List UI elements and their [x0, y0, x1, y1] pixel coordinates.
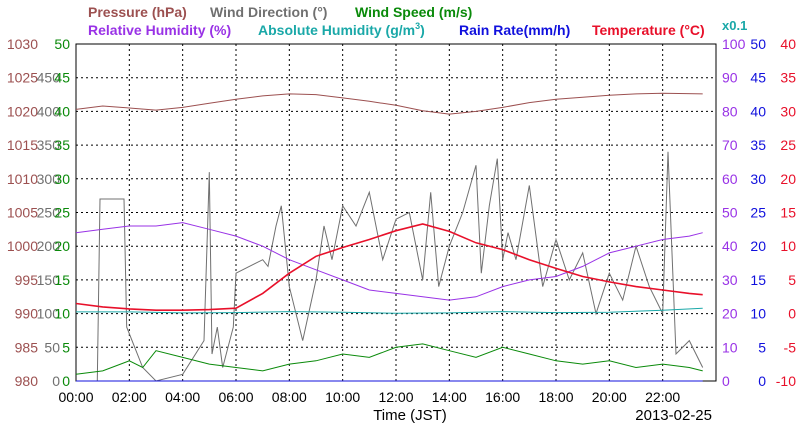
grid-lines	[76, 44, 716, 381]
y-tick-label-pressure: 1015	[7, 137, 38, 153]
y-tick-label-wind-speed: 15	[54, 272, 70, 288]
x-axis-title: Time (JST)	[373, 407, 447, 424]
legend-wind-direction: Wind Direction (°)	[210, 4, 327, 20]
y-tick-label-pressure: 990	[15, 306, 39, 322]
y-tick-label-rain: 50	[750, 36, 766, 52]
y-tick-label-humidity: 10	[722, 339, 738, 355]
y-tick-label-wind-direction: 150	[37, 272, 61, 288]
y-tick-label-temperature: 40	[780, 36, 796, 52]
x-tick-label: 00:00	[58, 389, 93, 405]
y-tick-label-rain: 15	[750, 272, 766, 288]
legend-absolute-humidity: Absolute Humidity (g/m3)	[258, 21, 425, 38]
series-temperature	[75, 223, 703, 311]
series-absolute-humidity	[76, 307, 703, 314]
y-tick-label-wind-direction: 250	[37, 205, 61, 221]
y-tick-label-rain: 0	[758, 373, 766, 389]
y-tick-label-humidity: 20	[722, 306, 738, 322]
y-tick-label-temperature: 30	[780, 103, 796, 119]
y-tick-label-temperature: -10	[776, 373, 796, 389]
y-tick-label-rain: 30	[750, 171, 766, 187]
y-tick-label-humidity: 100	[722, 36, 746, 52]
y-tick-label-pressure: 1020	[7, 103, 38, 119]
legend-temperature: Temperature (°C)	[592, 22, 705, 38]
y-tick-label-wind-direction: 400	[37, 103, 61, 119]
y-tick-label-wind-direction: 350	[37, 137, 61, 153]
y-tick-label-wind-speed: 10	[54, 306, 70, 322]
x-tick-label: 22:00	[645, 389, 680, 405]
x-axis: 00:00 02:00 04:00 06:00 08:00 10:00 12:00 14:00…	[58, 389, 680, 405]
y-tick-label-wind-speed: 20	[54, 238, 70, 254]
y-tick-label-rain: 35	[750, 137, 766, 153]
y-tick-label-humidity: 40	[722, 238, 738, 254]
y-tick-label-wind-speed: 5	[62, 339, 70, 355]
y-tick-label-wind-speed: 45	[54, 70, 70, 86]
y-tick-label-pressure: 1010	[7, 171, 38, 187]
legend-rain-rate: Rain Rate(mm/h)	[459, 22, 570, 38]
y-tick-label-wind-direction: 300	[37, 171, 61, 187]
y-tick-label-temperature: 20	[780, 171, 796, 187]
y-tick-label-wind-speed: 40	[54, 103, 70, 119]
y-tick-label-wind-direction: 450	[37, 70, 61, 86]
y-tick-label-pressure: 995	[15, 272, 39, 288]
y-tick-label-pressure: 1030	[7, 36, 38, 52]
y-tick-label-humidity: 0	[722, 373, 730, 389]
y-tick-label-temperature: -5	[784, 339, 797, 355]
legend-wind-speed: Wind Speed (m/s)	[355, 4, 472, 20]
y-tick-label-wind-speed: 35	[54, 137, 70, 153]
y-tick-label-wind-speed: 0	[62, 373, 70, 389]
y-tick-label-humidity: 60	[722, 171, 738, 187]
chart-date: 2013-02-25	[635, 407, 712, 424]
y-axes: 1030102510201015101010051000995990985980…	[7, 36, 796, 389]
y-tick-label-rain: 45	[750, 70, 766, 86]
legend-pressure: Pressure (hPa)	[88, 4, 187, 20]
y-tick-label-temperature: 25	[780, 137, 796, 153]
series-relative-humidity	[75, 222, 703, 301]
x-tick-label: 04:00	[165, 389, 200, 405]
y-tick-label-pressure: 1005	[7, 205, 38, 221]
y-tick-label-humidity: 90	[722, 70, 738, 86]
y-tick-label-temperature: 35	[780, 70, 796, 86]
y-tick-label-wind-speed: 50	[54, 36, 70, 52]
y-tick-label-pressure: 1025	[7, 70, 38, 86]
legend-relative-humidity: Relative Humidity (%)	[88, 22, 231, 38]
y-tick-label-wind-speed: 25	[54, 205, 70, 221]
x-tick-label: 06:00	[218, 389, 253, 405]
y-tick-label-rain: 10	[750, 306, 766, 322]
y-tick-label-humidity: 50	[722, 205, 738, 221]
y-tick-label-pressure: 1000	[7, 238, 38, 254]
y-tick-label-wind-direction: 50	[44, 339, 60, 355]
series-wind-speed	[75, 343, 703, 375]
y-tick-label-pressure: 980	[15, 373, 39, 389]
x-tick-label: 14:00	[432, 389, 467, 405]
y-tick-label-rain: 20	[750, 238, 766, 254]
y-tick-label-wind-speed: 30	[54, 171, 70, 187]
y-tick-label-rain: 25	[750, 205, 766, 221]
y-tick-label-rain: 40	[750, 103, 766, 119]
y-tick-label-temperature: 0	[788, 306, 796, 322]
series-wind-direction	[76, 151, 704, 382]
y-tick-label-pressure: 985	[15, 339, 39, 355]
series-pressure	[75, 92, 703, 115]
x-tick-label: 10:00	[325, 389, 360, 405]
x-tick-label: 18:00	[538, 389, 573, 405]
data-series	[75, 92, 704, 382]
y-tick-label-humidity: 80	[722, 103, 738, 119]
x-tick-label: 08:00	[272, 389, 307, 405]
y-tick-label-rain: 5	[758, 339, 766, 355]
y-tick-label-temperature: 5	[788, 272, 796, 288]
y-tick-label-wind-direction: 100	[37, 306, 61, 322]
x-tick-label: 20:00	[592, 389, 627, 405]
y-tick-label-temperature: 15	[780, 205, 796, 221]
y-tick-label-humidity: 30	[722, 272, 738, 288]
y-tick-label-humidity: 70	[722, 137, 738, 153]
abs-humidity-scale-label: x0.1	[722, 18, 747, 33]
x-tick-label: 16:00	[485, 389, 520, 405]
y-tick-label-wind-direction: 0	[52, 373, 60, 389]
x-tick-label: 12:00	[378, 389, 413, 405]
x-tick-label: 02:00	[112, 389, 147, 405]
y-tick-label-temperature: 10	[780, 238, 796, 254]
y-tick-label-wind-direction: 200	[37, 238, 61, 254]
